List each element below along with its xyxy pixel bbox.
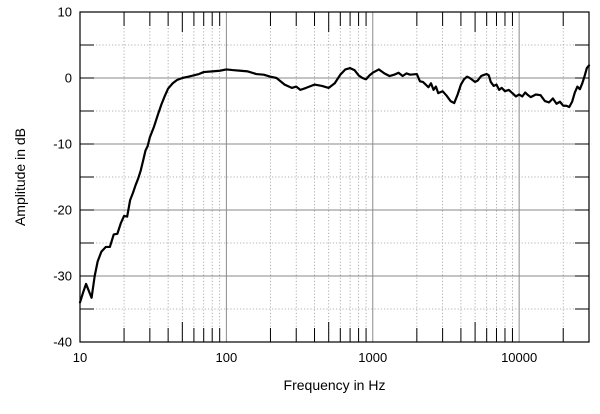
plot-frame <box>79 11 590 343</box>
y-tick-labels: 10 0 -10 -20 -30 -40 <box>53 5 72 350</box>
major-grid-y <box>80 77 589 277</box>
axis-ticks <box>80 12 589 342</box>
y-tick-label: -10 <box>53 137 72 152</box>
x-tick-label: 10 <box>73 350 87 365</box>
x-tick-label: 10000 <box>501 350 537 365</box>
y-axis-title: Amplitude in dB <box>12 128 28 226</box>
major-grid-x <box>225 12 520 342</box>
response-curve-line <box>78 64 591 304</box>
x-tick-label: 1000 <box>358 350 387 365</box>
series-layer <box>78 64 591 304</box>
y-tick-label: 10 <box>58 5 72 20</box>
x-axis-title: Frequency in Hz <box>284 377 386 393</box>
y-tick-label: -20 <box>53 203 72 218</box>
y-tick-label: -30 <box>53 269 72 284</box>
x-tick-label: 100 <box>216 350 238 365</box>
minor-grid-x <box>123 12 564 342</box>
y-tick-label: 0 <box>65 71 72 86</box>
x-tick-labels: 10 100 1000 10000 <box>73 350 537 365</box>
y-tick-label: -40 <box>53 335 72 350</box>
